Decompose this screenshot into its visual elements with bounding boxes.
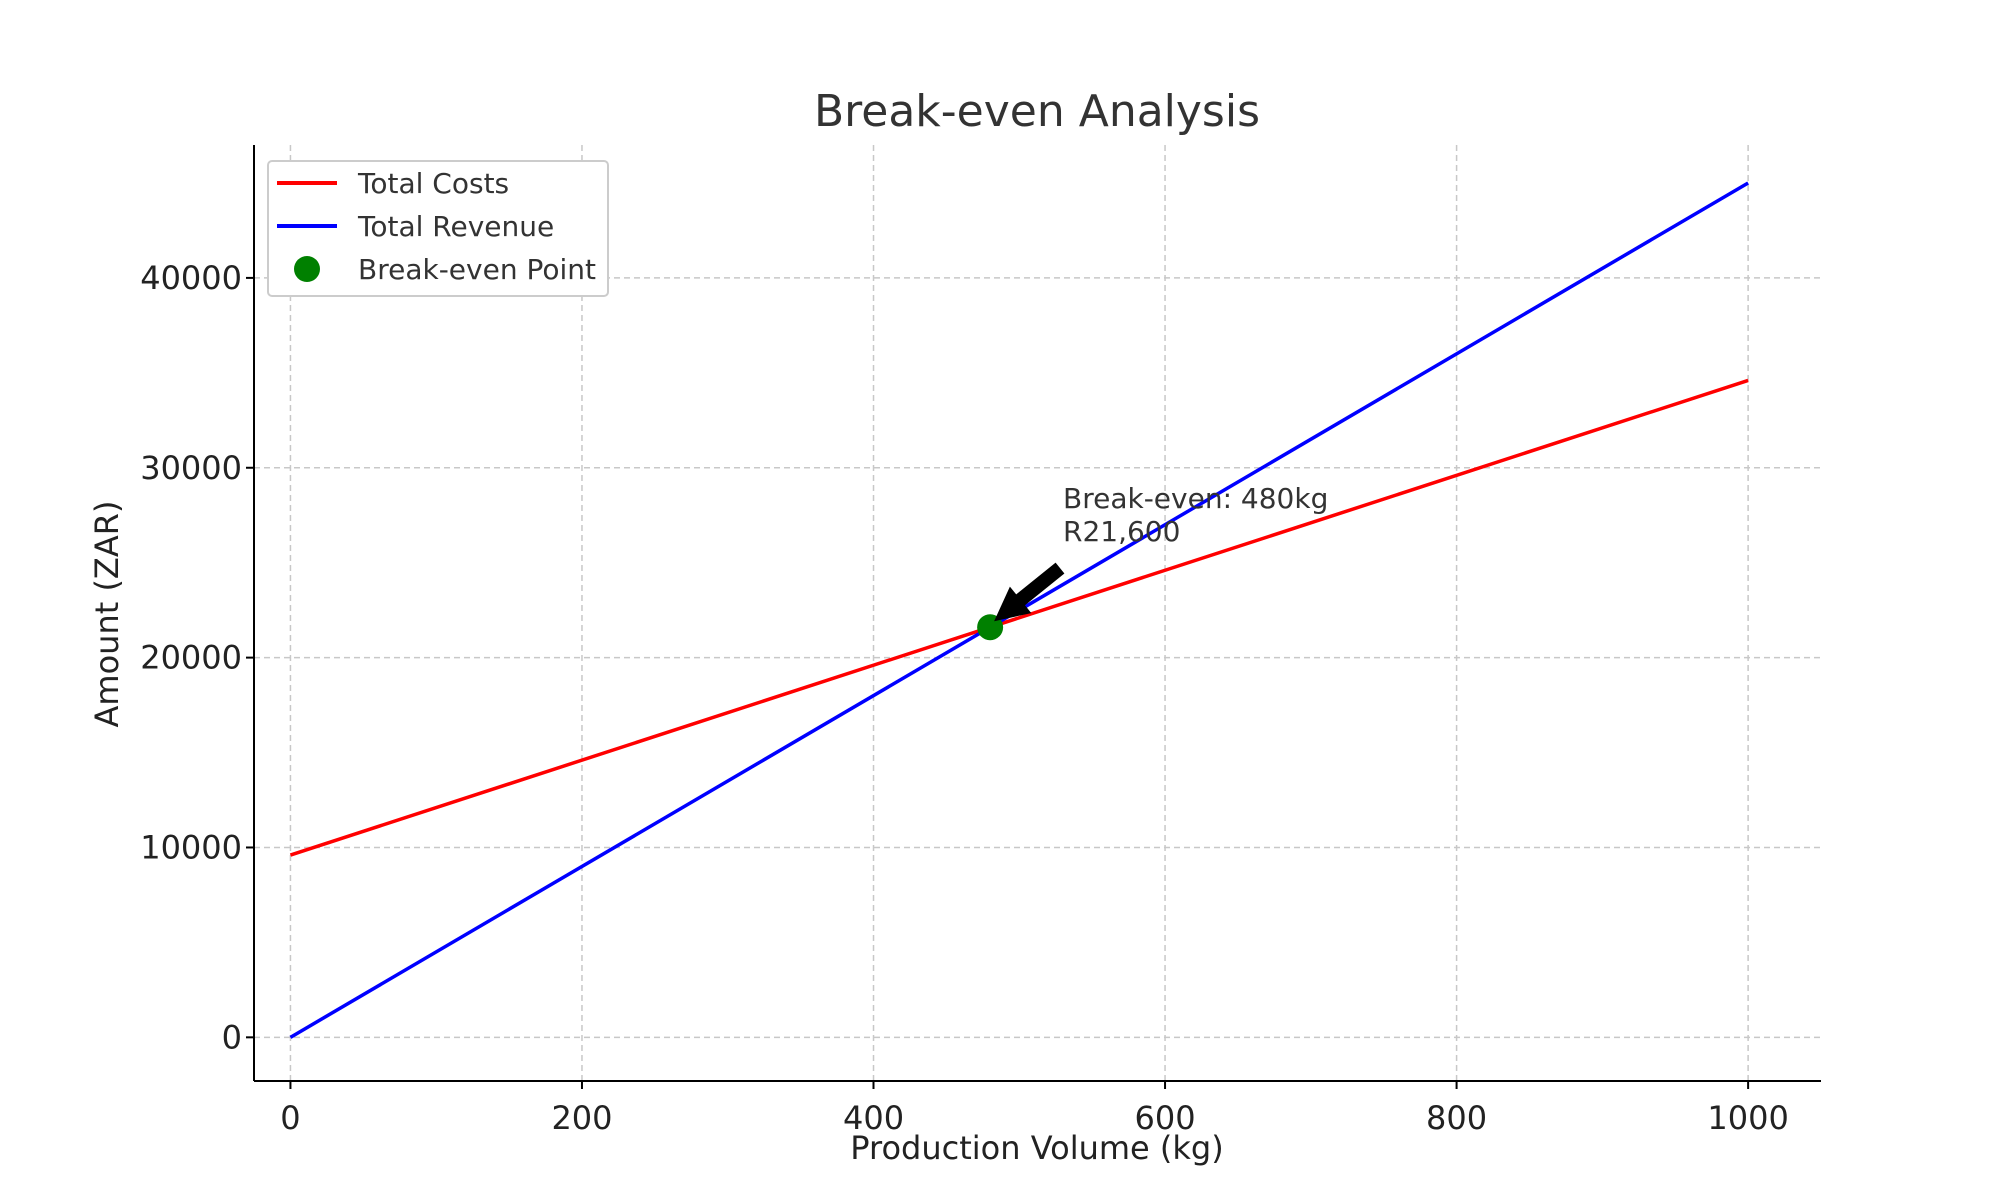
annotation-text: Break-even: 480kg R21,600 (1063, 482, 1328, 548)
y-tick-label: 20000 (140, 639, 242, 677)
legend-marker-break-even (294, 256, 320, 282)
legend-label-total-costs: Total Costs (357, 167, 509, 200)
series-line-total-costs (289, 378, 1749, 857)
legend-label-break-even: Break-even Point (358, 253, 596, 286)
x-tick-label: 800 (1426, 1099, 1487, 1137)
x-axis-label: Production Volume (kg) (850, 1129, 1223, 1167)
annotation-line: Break-even: 480kg (1063, 482, 1328, 515)
y-tick-label: 10000 (140, 828, 242, 866)
grid-layer (254, 145, 1821, 1081)
annotation-arrow (994, 562, 1065, 622)
x-tick-label: 200 (551, 1099, 612, 1137)
x-tick-label: 400 (843, 1099, 904, 1137)
x-tick-label: 0 (280, 1099, 300, 1137)
x-tick-label: 1000 (1707, 1099, 1788, 1137)
x-tick-label: 600 (1135, 1099, 1196, 1137)
chart-title: Break-even Analysis (814, 86, 1260, 137)
break-even-point-marker (977, 614, 1004, 641)
legend: Total Costs Total Revenue Break-even Poi… (267, 160, 609, 297)
axes-layer (253, 145, 1821, 1082)
annotation-layer: Break-even: 480kg R21,600 (994, 482, 1328, 622)
y-axis-label: Amount (ZAR) (88, 501, 126, 728)
annotation-line: R21,600 (1063, 515, 1180, 548)
legend-label-total-revenue: Total Revenue (357, 210, 554, 243)
y-tick-label: 40000 (140, 259, 242, 297)
legend-box (267, 160, 609, 297)
y-tick-label: 0 (222, 1018, 242, 1056)
y-tick-label: 30000 (140, 449, 242, 487)
